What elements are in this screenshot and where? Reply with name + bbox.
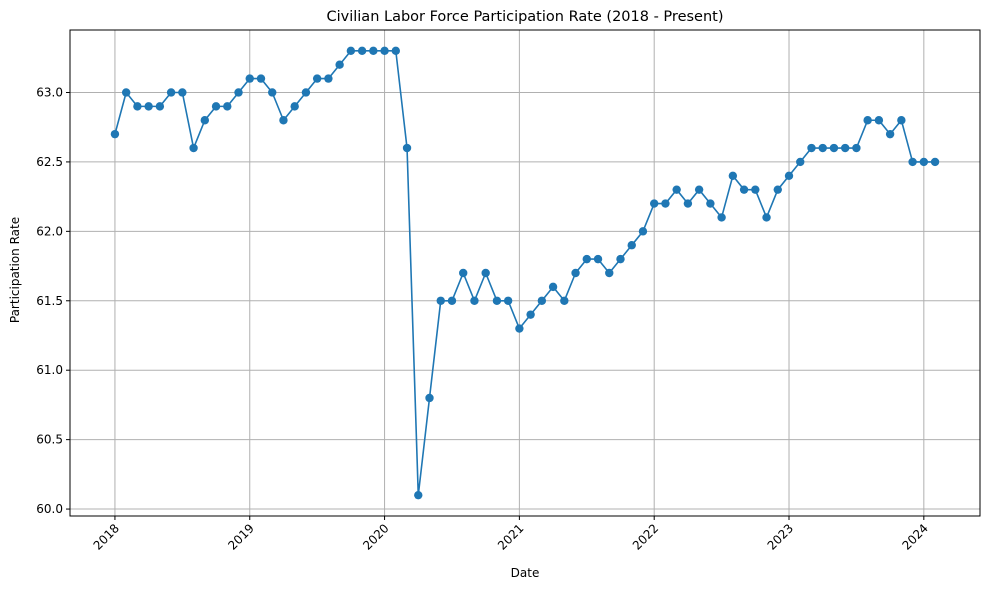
data-point (784, 171, 794, 180)
data-point (492, 296, 502, 305)
x-tick-label: 2023 (765, 521, 796, 552)
x-tick-label: 2022 (630, 521, 661, 552)
data-point (796, 157, 805, 167)
data-point (526, 310, 535, 319)
data-point (503, 296, 513, 305)
data-point (852, 143, 861, 153)
data-point (930, 157, 940, 167)
data-point (694, 185, 704, 194)
data-point (762, 213, 771, 222)
data-point (840, 143, 850, 153)
data-point (425, 393, 434, 403)
data-point (470, 296, 479, 305)
data-point (706, 199, 715, 208)
y-axis-label: Participation Rate (8, 217, 22, 323)
data-point (436, 296, 445, 305)
data-point (133, 102, 142, 111)
data-point (649, 199, 659, 208)
data-point (661, 199, 670, 208)
data-point (571, 268, 580, 278)
data-point (324, 74, 333, 83)
data-point (391, 46, 401, 56)
data-point (739, 185, 749, 194)
data-point (414, 490, 423, 500)
y-tick-label: 62.5 (36, 155, 63, 169)
data-point (829, 143, 839, 153)
x-axis-ticks: 2018 2019 2020 2021 2022 2023 2024 (91, 516, 931, 553)
y-tick-label: 61.0 (36, 363, 63, 377)
data-point (616, 254, 625, 264)
data-point (548, 282, 558, 292)
data-point (582, 254, 591, 264)
data-point (672, 185, 681, 194)
data-point (593, 254, 603, 264)
data-point (908, 157, 917, 167)
y-tick-label: 63.0 (36, 85, 63, 99)
data-point (335, 60, 344, 69)
data-point (515, 324, 524, 333)
chart-title: Civilian Labor Force Participation Rate … (326, 9, 723, 25)
data-point (481, 268, 490, 278)
x-tick-label: 2019 (225, 521, 256, 552)
data-point (155, 102, 165, 111)
data-point (357, 46, 367, 56)
data-point (728, 171, 738, 180)
data-point (178, 88, 187, 97)
data-line (114, 50, 936, 496)
data-point (537, 296, 547, 305)
y-axis-ticks: 60.0 60.5 61.0 61.5 62.0 62.5 63.0 (36, 85, 70, 516)
data-point (110, 129, 120, 139)
data-point (256, 74, 266, 83)
x-tick-label: 2021 (495, 521, 526, 552)
series-line (114, 50, 936, 496)
x-axis-label: Date (511, 566, 540, 580)
data-point (369, 46, 378, 56)
data-point (773, 185, 782, 194)
x-tick-label: 2018 (91, 521, 122, 552)
y-tick-label: 60.5 (36, 433, 63, 447)
data-point (627, 241, 636, 250)
data-point (346, 46, 356, 56)
x-tick-label: 2024 (899, 521, 930, 552)
data-point (189, 143, 198, 153)
x-tick-label: 2020 (360, 521, 391, 552)
data-point (874, 116, 884, 125)
data-point (638, 227, 648, 236)
data-point (279, 116, 288, 125)
data-point (301, 88, 311, 97)
data-point (919, 157, 929, 167)
data-point (885, 129, 895, 139)
data-point (211, 102, 221, 111)
data-point (751, 185, 760, 194)
grid-lines (70, 30, 980, 516)
data-point (200, 116, 210, 125)
data-point (459, 268, 468, 278)
y-tick-label: 62.0 (36, 224, 63, 238)
data-point (268, 88, 277, 97)
data-point (121, 88, 131, 97)
data-point (605, 268, 614, 278)
data-point (897, 116, 906, 125)
data-point (807, 143, 816, 153)
data-point (447, 296, 457, 305)
data-point (560, 296, 569, 305)
data-point (166, 88, 176, 97)
data-point (245, 74, 254, 83)
data-point (312, 74, 322, 83)
data-point (144, 102, 153, 111)
data-point (380, 46, 389, 56)
data-point (818, 143, 827, 153)
data-point (290, 102, 299, 111)
data-point (683, 199, 693, 208)
plot-frame (69, 29, 981, 517)
data-point (863, 116, 872, 125)
data-point (234, 88, 243, 97)
data-point (402, 143, 412, 153)
y-tick-label: 60.0 (36, 502, 63, 516)
data-point (223, 102, 232, 111)
y-tick-label: 61.5 (36, 294, 63, 308)
data-point (717, 213, 726, 222)
data-markers (110, 46, 940, 500)
